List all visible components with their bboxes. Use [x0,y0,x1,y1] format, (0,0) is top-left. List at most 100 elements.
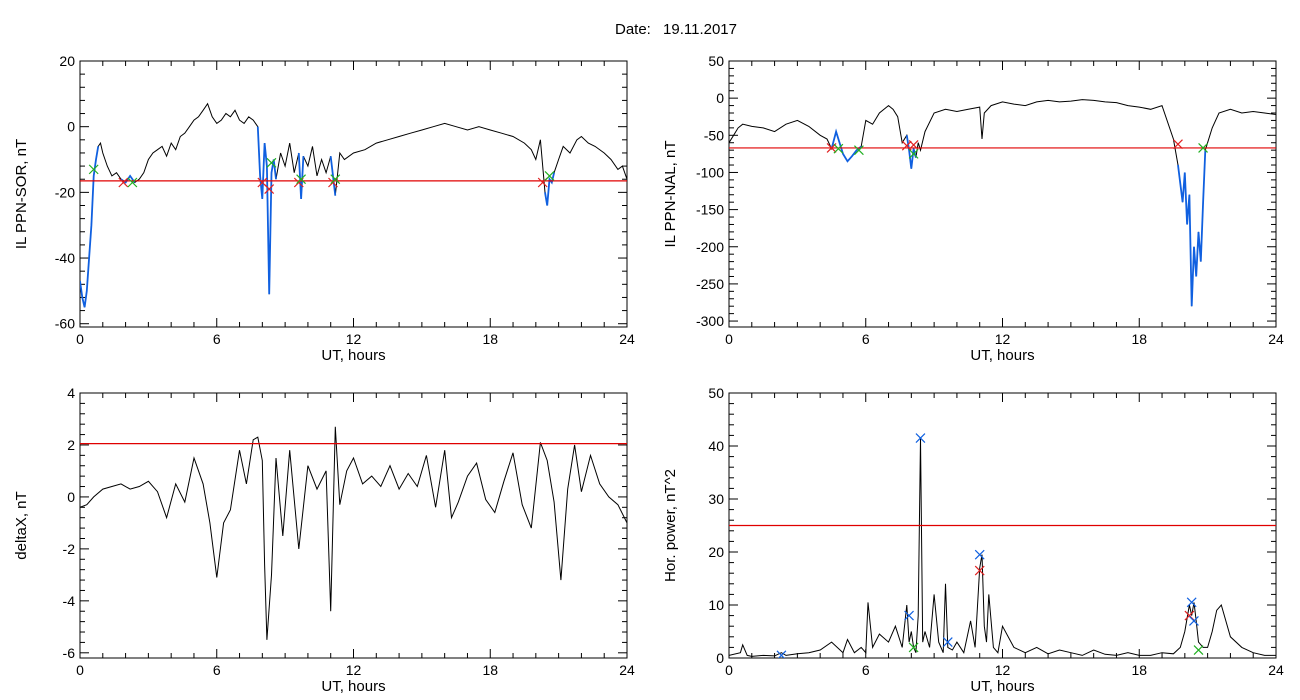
event-marker [88,164,99,175]
x-tick-label: 18 [482,662,498,678]
event-marker [264,184,275,194]
marker-stroke [1173,139,1183,150]
x-tick-label: 24 [1268,331,1284,347]
highlight-segment [905,135,917,169]
y-tick-label: -6 [63,645,76,661]
event-marker [908,148,919,159]
event-marker [1193,645,1204,655]
y-axis-label: IL PPN-NAL, nT [662,141,679,248]
marker-stroke [853,145,864,156]
marker-stroke [777,650,787,658]
marker-stroke [915,433,926,443]
x-tick-label: 24 [619,331,635,347]
marker-stroke [1198,143,1208,153]
marker-stroke [908,148,919,159]
highlight-segment [830,128,862,163]
event-marker [908,642,919,653]
y-tick-label: 40 [708,438,724,454]
x-axis-label: UT, hours [970,347,1034,364]
marker-stroke [330,174,341,185]
x-tick-label: 0 [725,662,733,678]
series-line-deltax [80,426,627,640]
plot-area [80,426,627,640]
panel-il-ppn-nal: 0 6 12 18 24 50 0 -50 -100 -150 -200 -250 -300 UT, ho… [662,53,1284,364]
x-axis-label: UT, hours [321,347,385,364]
y-tick-label: 20 [708,544,724,560]
y-tick-label: 20 [59,53,75,69]
series-line-nal [729,99,1276,307]
marker-stroke [974,565,985,576]
event-marker [974,565,985,576]
panel-horizontal-power: 0 6 12 18 24 0 10 20 30 40 50 UT, hours Hor. power, … [662,385,1284,695]
y-tick-label: -2 [63,541,76,557]
marker-stroke [942,637,953,648]
highlight-segment [256,126,277,295]
highlight-segment [544,172,555,206]
x-tick-label: 6 [862,662,870,678]
event-marker [776,650,787,658]
y-tick-label: -200 [696,239,724,255]
x-tick-label: 18 [482,331,498,347]
y-tick-label: -50 [704,127,724,143]
marker-stroke [901,140,912,151]
y-axis-label: Hor. power, nT^2 [662,469,679,582]
highlight-segment [297,152,305,199]
highlight-segment [1177,150,1207,307]
series-line-sor [80,102,627,308]
marker-stroke [266,157,277,168]
event-marker [266,157,277,168]
marker-stroke [257,177,268,188]
y-axis-label: IL PPN-SOR, nT [13,139,30,249]
date-heading: Date: 19.11.2017 [615,21,737,38]
marker-stroke [88,164,99,175]
x-tick-label: 18 [1131,662,1147,678]
marker-stroke [264,184,275,194]
event-marker [330,174,341,185]
highlight-segment [80,146,100,308]
y-tick-label: -300 [696,313,724,329]
plot-area [729,433,1276,658]
x-tick-label: 12 [995,331,1011,347]
event-marker [544,171,555,181]
marker-stroke [544,171,555,181]
x-tick-label: 12 [346,331,362,347]
marker-stroke [833,143,844,154]
event-marker [942,637,953,648]
plot-frame [728,60,1277,328]
marker-stroke [904,610,914,621]
x-tick-label: 0 [76,662,84,678]
event-marker [915,433,926,443]
x-tick-label: 6 [213,331,221,347]
plot-frame [79,392,628,659]
event-marker [904,610,914,621]
y-tick-label: 2 [67,437,75,453]
x-tick-label: 6 [862,331,870,347]
event-marker [853,145,864,156]
plot-area [80,102,627,308]
event-marker [118,177,129,188]
y-tick-label: -60 [55,316,75,332]
y-tick-label: 0 [716,650,724,666]
marker-stroke [1186,597,1197,608]
x-tick-label: 6 [213,662,221,678]
x-axis-label: UT, hours [970,678,1034,695]
x-tick-label: 24 [619,662,635,678]
y-tick-label: 50 [708,385,724,401]
x-tick-label: 18 [1131,331,1147,347]
y-tick-label: -150 [696,202,724,218]
marker-stroke [127,177,138,188]
panel-il-ppn-sor: 0 6 12 18 24 20 0 -20 -40 -60 UT, hours IL PPN-SOR,… [13,53,635,364]
y-tick-label: -100 [696,164,724,180]
event-marker [1186,597,1197,608]
marker-stroke [296,174,307,185]
event-marker [296,174,307,185]
y-tick-label: 0 [67,119,75,135]
y-axis-label: deltaX, nT [13,491,30,559]
highlight-segment [329,156,337,196]
y-tick-label: 4 [67,385,75,401]
event-marker [1189,615,1199,626]
x-tick-label: 24 [1268,662,1284,678]
event-marker [1198,143,1208,153]
y-tick-label: 0 [67,489,75,505]
